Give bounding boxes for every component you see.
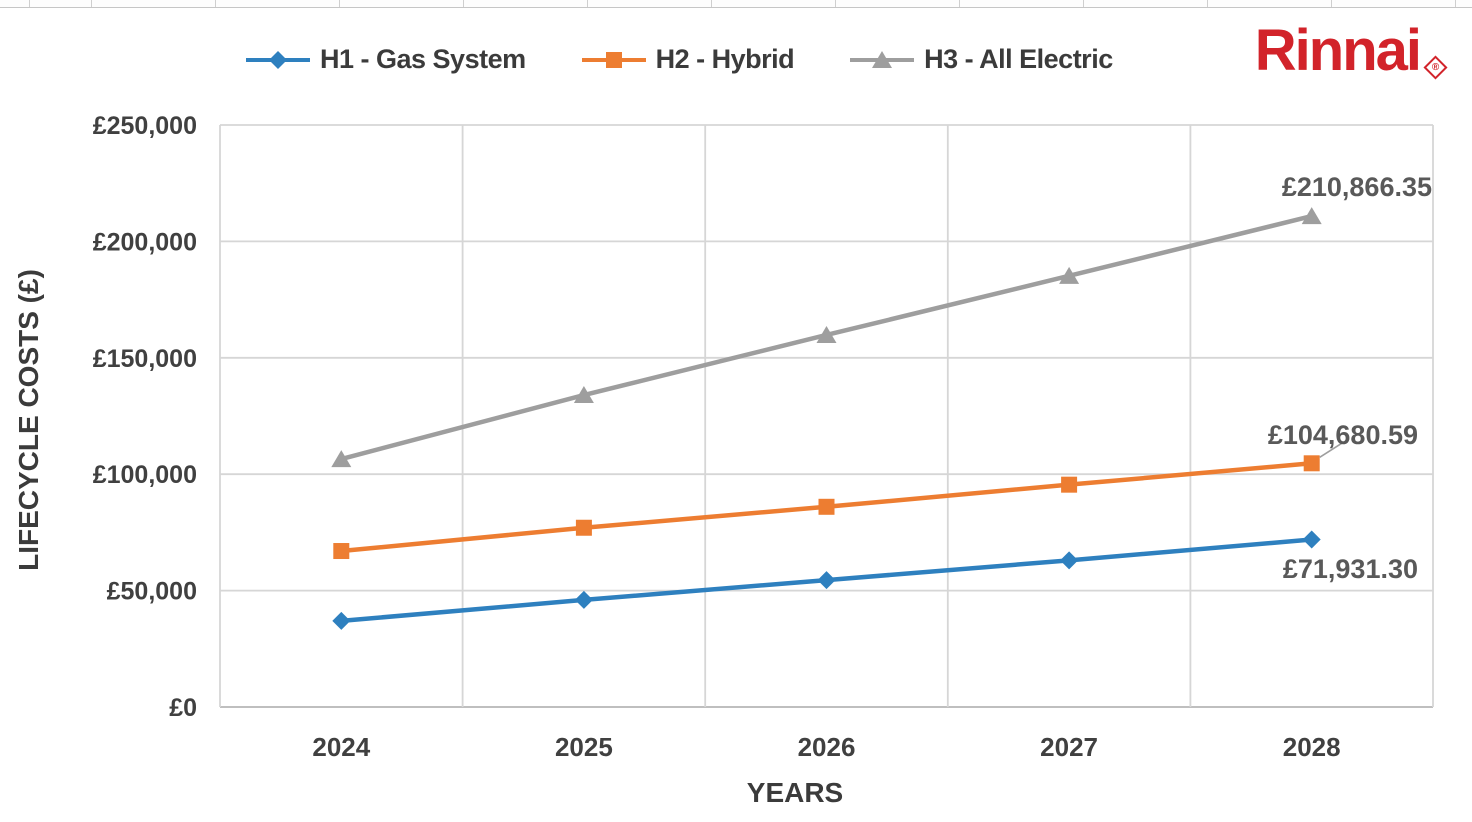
legend-marker-triangle-icon xyxy=(850,50,915,68)
data-point-marker xyxy=(1302,530,1321,549)
data-point-marker xyxy=(818,498,835,515)
x-axis-title: YEARS xyxy=(747,777,843,808)
spreadsheet-gridline-strip xyxy=(0,0,1472,8)
x-axis-tick-label: 2027 xyxy=(1040,732,1098,762)
series-h1-gas-system xyxy=(332,530,1321,630)
legend-item-h1-gas-system: H1 - Gas System xyxy=(246,44,526,75)
legend-label: H1 - Gas System xyxy=(320,44,526,74)
spreadsheet-cell-border xyxy=(835,0,836,7)
spreadsheet-cell-border xyxy=(29,0,30,7)
y-axis-tick-label: £150,000 xyxy=(93,345,197,373)
data-point-marker xyxy=(816,325,837,343)
data-point-marker xyxy=(332,611,351,630)
data-label-h1-gas-system: £71,931.30 xyxy=(1283,554,1418,584)
data-point-marker xyxy=(817,571,836,590)
legend-marker-shape xyxy=(872,50,893,68)
data-label-h2-hybrid: £104,680.59 xyxy=(1268,420,1418,450)
y-axis-tick-label: £200,000 xyxy=(93,228,197,256)
rinnai-logo: Rinnai ® xyxy=(1254,18,1448,83)
spreadsheet-cell-border xyxy=(1455,0,1456,7)
y-axis-tick-label: £50,000 xyxy=(107,578,197,606)
data-point-marker xyxy=(1060,551,1079,570)
legend-marker-square-icon xyxy=(581,51,646,68)
data-point-marker xyxy=(1059,266,1080,284)
data-point-marker xyxy=(574,590,593,609)
data-point-marker xyxy=(575,519,592,536)
x-axis-tick-label: 2025 xyxy=(555,732,613,762)
spreadsheet-cell-border xyxy=(1083,0,1084,7)
legend-marker-shape xyxy=(605,51,622,68)
x-axis-tick-label: 2028 xyxy=(1283,732,1341,762)
legend-marker-shape xyxy=(269,50,287,69)
data-point-marker xyxy=(331,450,352,468)
spreadsheet-cell-border xyxy=(587,0,588,7)
y-axis-tick-label: £100,000 xyxy=(93,461,197,489)
y-axis-tick-label: £250,000 xyxy=(93,112,197,140)
spreadsheet-cell-border xyxy=(339,0,340,7)
x-axis-tick-label: 2026 xyxy=(798,732,856,762)
y-axis-title: LIFECYCLE COSTS (£) xyxy=(13,269,44,571)
data-point-marker xyxy=(333,543,350,560)
series-h2-hybrid xyxy=(333,455,1320,560)
spreadsheet-cell-border xyxy=(463,0,464,7)
legend-marker-diamond-icon xyxy=(246,50,310,69)
legend-label: H3 - All Electric xyxy=(924,44,1113,74)
data-point-marker xyxy=(1061,476,1078,493)
data-label-leader-line xyxy=(1319,442,1343,458)
series-h3-all-electric xyxy=(331,207,1322,468)
spreadsheet-cell-border xyxy=(1207,0,1208,7)
logo-text: Rinnai xyxy=(1254,18,1422,83)
legend-item-h3-all-electric: H3 - All Electric xyxy=(850,44,1113,75)
chart-legend: H1 - Gas System H2 - Hybrid H3 - All Elect… xyxy=(246,44,1113,75)
legend-label: H2 - Hybrid xyxy=(655,44,795,74)
spreadsheet-cell-border xyxy=(959,0,960,7)
spreadsheet-cell-border xyxy=(1331,0,1332,7)
x-axis-tick-label: 2024 xyxy=(312,732,370,762)
data-label-h3-all-electric: £210,866.35 xyxy=(1282,172,1432,202)
data-point-marker xyxy=(1301,207,1322,225)
spreadsheet-cell-border xyxy=(91,0,92,7)
data-point-marker xyxy=(1303,455,1320,472)
y-axis-tick-label: £0 xyxy=(169,694,197,722)
spreadsheet-cell-border xyxy=(711,0,712,7)
spreadsheet-cell-border xyxy=(215,0,216,7)
data-point-marker xyxy=(573,386,594,404)
legend-item-h2-hybrid: H2 - Hybrid xyxy=(581,44,795,75)
